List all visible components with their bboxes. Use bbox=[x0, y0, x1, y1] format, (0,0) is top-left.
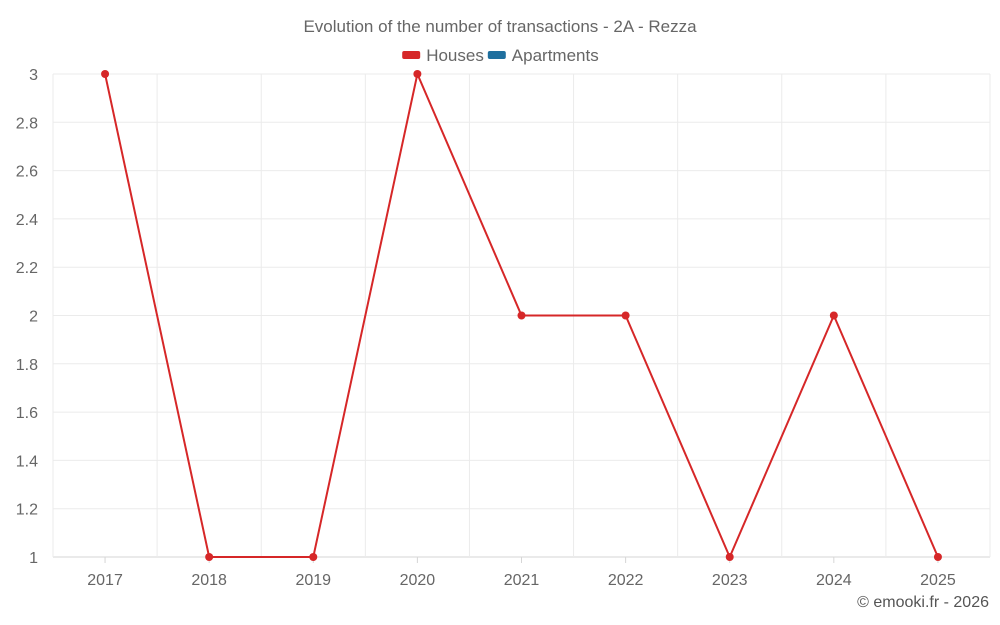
y-tick-label: 2.6 bbox=[16, 164, 38, 181]
data-point[interactable] bbox=[829, 311, 838, 320]
x-tick-label: 2023 bbox=[712, 572, 748, 589]
data-point[interactable] bbox=[309, 553, 318, 561]
x-tick-label: 2024 bbox=[816, 572, 852, 589]
legend-swatch-houses[interactable] bbox=[402, 51, 421, 59]
legend-swatch-apartments[interactable] bbox=[487, 51, 506, 59]
y-tick-label: 1 bbox=[29, 550, 38, 567]
x-tick-label: 2022 bbox=[608, 572, 644, 589]
x-axis: 2017 2018 2019 2020 2021 2022 2023 2024 2025 bbox=[87, 557, 956, 589]
data-point[interactable] bbox=[933, 553, 942, 561]
data-point[interactable] bbox=[413, 70, 422, 78]
data-point[interactable] bbox=[205, 553, 214, 561]
chart-title: Evolution of the number of transactions … bbox=[303, 17, 697, 36]
x-tick-label: 2017 bbox=[87, 572, 123, 589]
data-point[interactable] bbox=[621, 311, 630, 320]
x-tick-label: 2021 bbox=[504, 572, 540, 589]
y-tick-label: 2 bbox=[29, 309, 38, 326]
y-tick-label: 3 bbox=[29, 67, 38, 84]
y-tick-label: 1.4 bbox=[16, 453, 38, 470]
y-tick-label: 2.4 bbox=[16, 212, 38, 229]
y-tick-label: 1.2 bbox=[16, 502, 38, 519]
y-tick-label: 2.8 bbox=[16, 115, 38, 132]
legend-label-houses[interactable]: Houses bbox=[426, 46, 484, 65]
y-tick-label: 1.8 bbox=[16, 357, 38, 374]
legend: Houses Apartments bbox=[402, 46, 599, 65]
y-axis: 1 1.2 1.4 1.6 1.8 2 2.2 2.4 2.6 2.8 3 bbox=[16, 67, 38, 567]
x-tick-label: 2020 bbox=[400, 572, 436, 589]
data-point[interactable] bbox=[517, 311, 526, 320]
series bbox=[101, 70, 942, 561]
x-tick-label: 2025 bbox=[920, 572, 956, 589]
x-tick-label: 2018 bbox=[191, 572, 227, 589]
x-tick-label: 2019 bbox=[295, 572, 331, 589]
y-tick-label: 1.6 bbox=[16, 405, 38, 422]
legend-label-apartments[interactable]: Apartments bbox=[512, 46, 599, 65]
data-point[interactable] bbox=[725, 553, 734, 561]
y-tick-label: 2.2 bbox=[16, 260, 38, 277]
credit-text: © emooki.fr - 2026 bbox=[857, 594, 989, 611]
data-point[interactable] bbox=[101, 70, 110, 78]
